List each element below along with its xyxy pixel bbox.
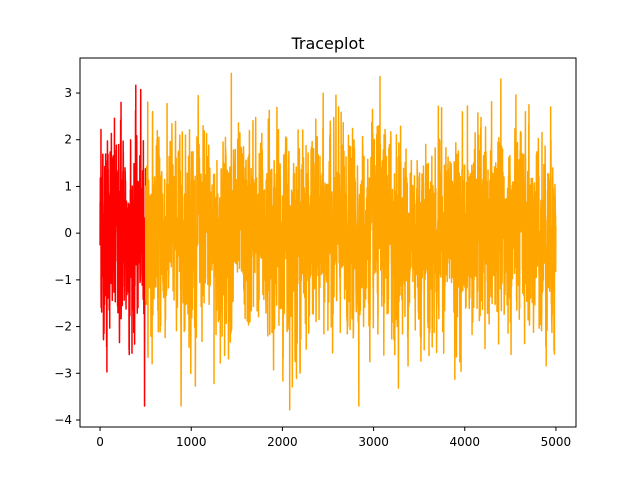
x-tick-label: 5000 <box>541 435 572 449</box>
chart-title: Traceplot <box>290 34 364 53</box>
y-axis: −4 −3 −2 −1 0 1 2 3 <box>54 86 80 427</box>
y-tick-label: 2 <box>64 133 72 147</box>
y-tick-label: −2 <box>54 320 72 334</box>
plot-area <box>99 72 557 411</box>
x-tick-label: 0 <box>96 435 104 449</box>
y-tick-label: −4 <box>54 413 72 427</box>
y-tick-label: −3 <box>54 366 72 380</box>
x-tick-label: 2000 <box>267 435 298 449</box>
x-axis: 0 1000 2000 3000 4000 5000 <box>96 427 571 449</box>
x-tick-label: 4000 <box>449 435 480 449</box>
axes-frame <box>79 57 577 428</box>
x-tick-label: 1000 <box>176 435 207 449</box>
y-tick-label: −1 <box>54 273 72 287</box>
x-tick-label: 3000 <box>358 435 389 449</box>
y-tick-label: 1 <box>64 179 72 193</box>
y-tick-label: 3 <box>64 86 72 100</box>
series-line-2 <box>144 72 557 411</box>
y-tick-label: 0 <box>64 226 72 240</box>
series-line-1 <box>99 84 147 407</box>
